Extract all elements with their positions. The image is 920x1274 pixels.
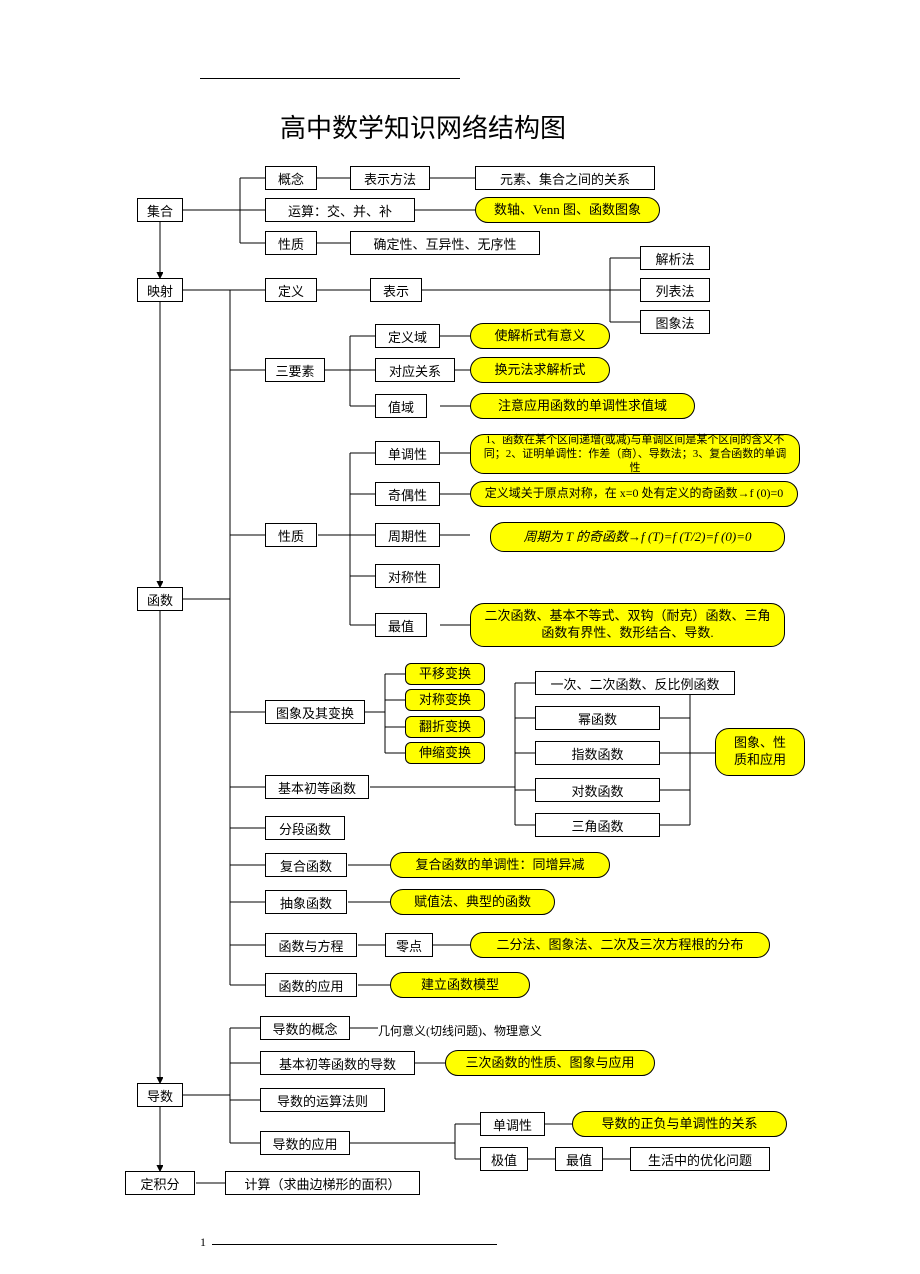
node-elem-f5: 三角函数 — [535, 813, 660, 837]
node-three-elements: 三要素 — [265, 358, 325, 382]
node-deriv-concept: 导数的概念 — [260, 1016, 350, 1040]
node-repr: 表示 — [370, 278, 422, 302]
node-mapping: 映射 — [137, 278, 183, 302]
node-integral: 定积分 — [125, 1171, 195, 1195]
note-period: 周期为 T 的奇函数→f (T)=f (T/2)=f (0)=0 — [490, 522, 785, 552]
node-graph-transform: 图象及其变换 — [265, 700, 365, 724]
node-method-1: 解析法 — [640, 246, 710, 270]
node-relation: 对应关系 — [375, 358, 455, 382]
node-extreme: 最值 — [375, 613, 427, 637]
node-deriv-app: 导数的应用 — [260, 1131, 350, 1155]
node-set-relation: 元素、集合之间的关系 — [475, 166, 655, 190]
note-fn-app: 建立函数模型 — [390, 972, 530, 998]
node-symmetry: 对称性 — [375, 564, 440, 588]
node-mono: 单调性 — [375, 441, 440, 465]
node-elem-f1: 一次、二次函数、反比例函数 — [535, 671, 735, 695]
note-deriv-concept: 几何意义(切线问题)、物理意义 — [378, 1022, 542, 1039]
node-transform-4: 伸缩变换 — [405, 742, 485, 764]
note-deriv-elem: 三次函数的性质、图象与应用 — [445, 1050, 655, 1076]
footer-rule — [212, 1244, 497, 1245]
node-set-prop-detail: 确定性、互异性、无序性 — [350, 231, 540, 255]
node-elem-f2: 幂函数 — [535, 706, 660, 730]
node-set-operation: 运算：交、并、补 — [265, 198, 415, 222]
note-domain: 使解析式有意义 — [470, 323, 610, 349]
note-composite: 复合函数的单调性：同增异减 — [390, 852, 610, 878]
node-transform-3: 翻折变换 — [405, 716, 485, 738]
node-range: 值域 — [375, 394, 427, 418]
node-abstract: 抽象函数 — [265, 890, 347, 914]
node-set-concept: 概念 — [265, 166, 317, 190]
note-elem-app: 图象、性质和应用 — [715, 728, 805, 776]
node-set-property: 性质 — [265, 231, 317, 255]
page: 高中数学知识网络结构图 — [0, 0, 920, 1274]
node-derivative: 导数 — [137, 1083, 183, 1107]
node-fn-app: 函数的应用 — [265, 973, 357, 997]
note-parity: 定义域关于原点对称，在 x=0 处有定义的奇函数→f (0)=0 — [470, 481, 798, 507]
note-abstract: 赋值法、典型的函数 — [390, 889, 555, 915]
node-definition: 定义 — [265, 278, 317, 302]
page-title: 高中数学知识网络结构图 — [280, 108, 566, 145]
note-deriv-mono: 导数的正负与单调性的关系 — [572, 1111, 787, 1137]
node-elementary: 基本初等函数 — [265, 775, 369, 799]
node-integral-calc: 计算（求曲边梯形的面积） — [225, 1171, 420, 1195]
node-deriv-elem: 基本初等函数的导数 — [260, 1051, 415, 1075]
node-piecewise: 分段函数 — [265, 816, 345, 840]
node-domain: 定义域 — [375, 324, 440, 348]
node-method-3: 图象法 — [640, 310, 710, 334]
node-parity: 奇偶性 — [375, 482, 440, 506]
node-composite: 复合函数 — [265, 853, 347, 877]
note-range: 注意应用函数的单调性求值域 — [470, 393, 695, 419]
note-extreme: 二次函数、基本不等式、双钩（耐克）函数、三角函数有界性、数形结合、导数. — [470, 603, 785, 647]
node-deriv-mono: 单调性 — [480, 1112, 545, 1136]
node-set-repr: 表示方法 — [350, 166, 430, 190]
page-number: 1 — [200, 1235, 206, 1250]
node-deriv-max: 最值 — [555, 1147, 603, 1171]
note-set-operation: 数轴、Venn 图、函数图象 — [475, 197, 660, 223]
node-function: 函数 — [137, 587, 183, 611]
node-transform-1: 平移变换 — [405, 663, 485, 685]
node-deriv-rules: 导数的运算法则 — [260, 1088, 385, 1112]
node-method-2: 列表法 — [640, 278, 710, 302]
node-elem-f4: 对数函数 — [535, 778, 660, 802]
node-fn-eq: 函数与方程 — [265, 933, 357, 957]
node-set: 集合 — [137, 198, 183, 222]
header-rule — [200, 78, 460, 79]
note-fn-eq: 二分法、图象法、二次及三次方程根的分布 — [470, 932, 770, 958]
node-deriv-extreme: 极值 — [480, 1147, 528, 1171]
node-properties: 性质 — [265, 523, 317, 547]
node-deriv-life: 生活中的优化问题 — [630, 1147, 770, 1171]
node-transform-2: 对称变换 — [405, 689, 485, 711]
node-zero: 零点 — [385, 933, 433, 957]
node-period: 周期性 — [375, 523, 440, 547]
note-mono: 1、函数在某个区间递增(或减)与单调区间是某个区间的含义不同；2、证明单调性：作… — [470, 434, 800, 474]
node-elem-f3: 指数函数 — [535, 741, 660, 765]
note-relation: 换元法求解析式 — [470, 357, 610, 383]
